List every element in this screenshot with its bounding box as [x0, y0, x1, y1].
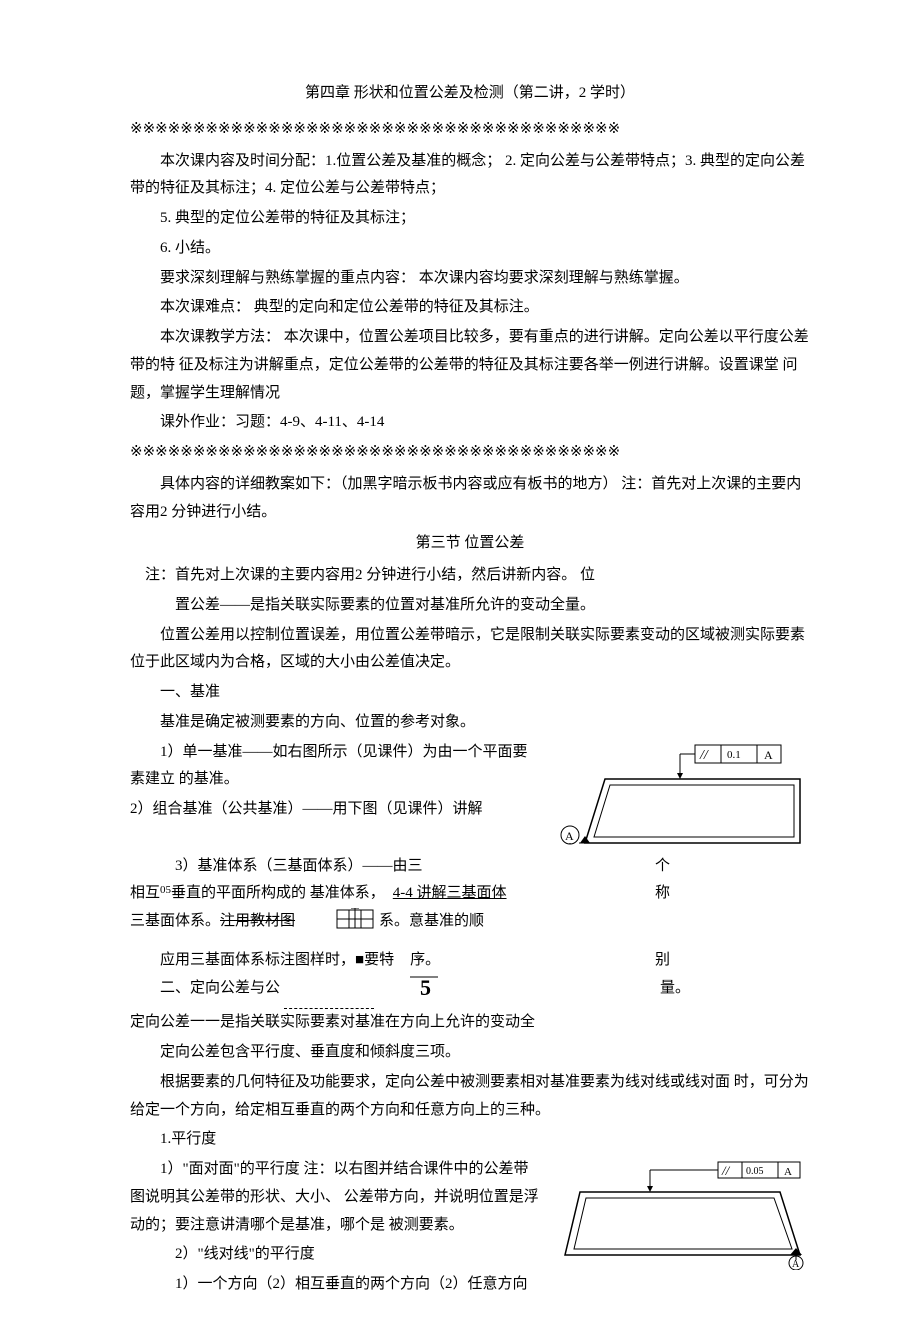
h2-b: 量。 — [660, 975, 810, 1010]
part-outline — [585, 779, 800, 843]
svg-text://: // — [699, 748, 709, 763]
feature-control-frame-2: // 0.05 A — [647, 1162, 800, 1192]
separator-mid: ※※※※※※※※※※※※※※※※※※※※※※※※※※※※※※※※※※※※※※※ — [130, 439, 810, 467]
svg-text:A: A — [792, 1259, 800, 1270]
p15-a: 3）基准体系（三基面体系）——由三 — [130, 853, 423, 881]
separator-top: ※※※※※※※※※※※※※※※※※※※※※※※※※※※※※※※※※※※※※※※ — [130, 116, 810, 144]
p15-b: 个 — [655, 853, 810, 881]
mini-diagram-grid — [335, 908, 375, 947]
para-12: 基准是确定被测要素的方向、位置的参考对象。 — [130, 709, 810, 737]
p17-strike: 注用教材图 — [220, 908, 295, 947]
svg-text:5: 5 — [420, 975, 431, 999]
p16-a: 相互 — [130, 880, 160, 908]
p18-a: 应用三基面体系标注图样时， — [130, 947, 355, 975]
dash-line — [284, 975, 374, 1010]
p18-d: 别 — [655, 947, 810, 975]
para-6: 本次课教学方法： 本次课中，位置公差项目比较多，要有重点的进行讲解。定向公差以平… — [130, 324, 810, 407]
datum-symbol: A — [561, 826, 590, 844]
para-5: 本次课难点： 典型的定向和定位公差带的特征及其标注。 — [130, 294, 810, 322]
complex-block: 3）基准体系（三基面体系）——由三 个 相互05垂直的平面所构成的 基准体系， … — [130, 853, 810, 1010]
diagram-parallelism-2: // 0.05 A A — [550, 1160, 810, 1270]
p16-c: 4-4 讲解三基面体 — [393, 880, 507, 908]
svg-text:A: A — [764, 748, 773, 762]
svg-text:A: A — [565, 829, 574, 843]
svg-text:A: A — [784, 1166, 792, 1178]
p17-a: 三基面体系。 — [130, 908, 220, 947]
p16-d: 称 — [655, 880, 810, 908]
para-21: 根据要素的几何特征及功能要求，定向公差中被测要素相对基准要素为线对线或线对面 时… — [130, 1069, 810, 1125]
section-3-title: 第三节 位置公差 — [130, 530, 810, 558]
svg-text:0.05: 0.05 — [746, 1166, 764, 1177]
para-19: 定向公差一一是指关联实际要素对基准在方向上允许的变动全 — [130, 1009, 810, 1037]
datum-symbol-2: A — [789, 1248, 803, 1270]
para-22: 1.平行度 — [130, 1126, 810, 1154]
chapter-title: 第四章 形状和位置公差及检测（第二讲，2 学时） — [130, 80, 810, 108]
heading-1: 一、基准 — [130, 679, 810, 707]
part-outline-2 — [565, 1192, 800, 1255]
p16-sub: 05 — [160, 880, 171, 908]
para-4: 要求深刻理解与熟练掌握的重点内容： 本次课内容均要求深刻理解与熟练掌握。 — [130, 265, 810, 293]
para-9: 注：首先对上次课的主要内容用2 分钟进行小结，然后讲新内容。 位 — [130, 562, 810, 590]
para-1: 本次课内容及时间分配：1.位置公差及基准的概念； 2. 定向公差与公差带特点；3… — [130, 148, 810, 204]
para-3: 6. 小结。 — [130, 235, 810, 263]
p18-c: 序。 — [410, 947, 440, 975]
p16-b: 垂直的平面所构成的 基准体系， — [171, 880, 385, 908]
para-10: 置公差——是指关联实际要素的位置对基准所允许的变动全量。 — [130, 592, 810, 620]
para-8: 具体内容的详细教案如下：（加黑字暗示板书内容或应有板书的地方） 注：首先对上次课… — [130, 471, 810, 527]
para-11: 位置公差用以控制位置误差，用位置公差带暗示，它是限制关联实际要素变动的区域被测实… — [130, 622, 810, 678]
feature-control-frame: // 0.1 A — [677, 745, 781, 779]
p17-b: 系。意基准的顺 — [379, 908, 484, 947]
diagram-parallelism-1: // 0.1 A A — [550, 743, 810, 853]
svg-text://: // — [721, 1163, 731, 1178]
h2-a: 二、定向公差与公 — [130, 975, 280, 1010]
svg-text:0.1: 0.1 — [727, 749, 741, 761]
p18-b: 要特 — [364, 947, 394, 975]
mini-diagram-5: 5 — [408, 975, 448, 1010]
para-20: 定向公差包含平行度、垂直度和倾斜度三项。 — [130, 1039, 810, 1067]
para-2: 5. 典型的定位公差带的特征及其标注； — [130, 205, 810, 233]
para-25: 1）一个方向（2）相互垂直的两个方向（2）任意方向 — [130, 1271, 810, 1299]
para-7: 课外作业：习题：4-9、4-11、4-14 — [130, 409, 810, 437]
